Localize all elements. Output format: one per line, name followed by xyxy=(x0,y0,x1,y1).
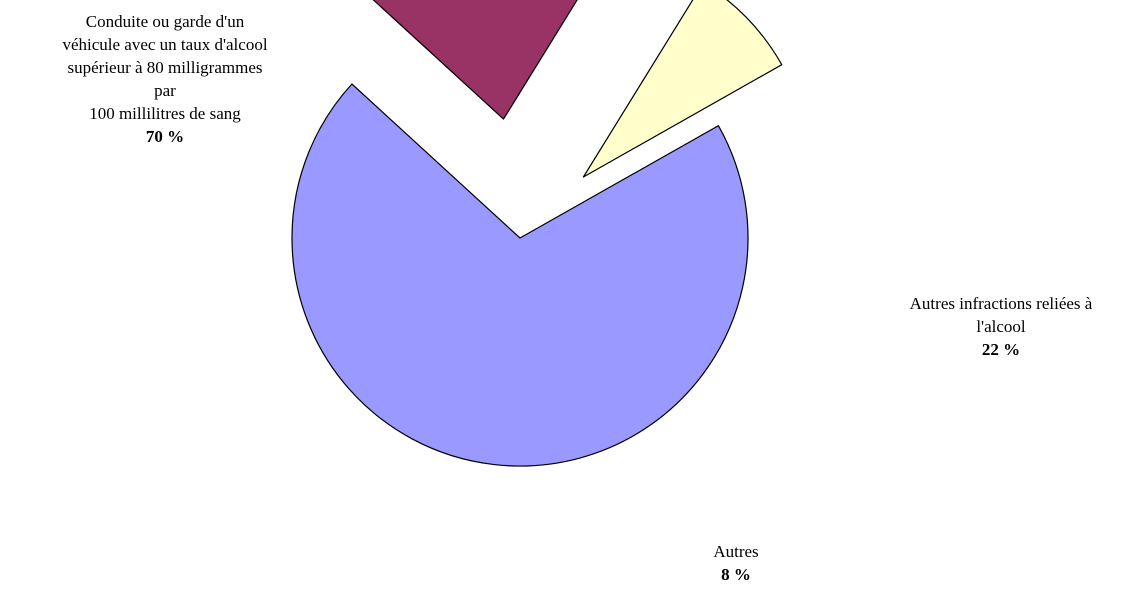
slice-label-autres-infractions: Autres infractions reliées à l'alcool 22… xyxy=(866,292,1136,361)
slice-label-line: Conduite ou garde d'un xyxy=(85,12,245,31)
slice-label-autres: Autres 8 % xyxy=(666,540,806,586)
slice-label-line: supérieur à 80 milligrammes xyxy=(67,58,263,77)
slice-label-line: 100 millilitres de sang xyxy=(89,104,241,123)
slice-percent-label: 22 % xyxy=(981,340,1021,359)
slice-label-conduite: Conduite ou garde d'un véhicule avec un … xyxy=(0,10,330,148)
slice-label-line: Autres infractions reliées à xyxy=(909,294,1093,313)
pie-slice-conduite xyxy=(291,83,749,467)
pie-slice-autres-infractions xyxy=(372,0,578,120)
slice-percent-label: 8 % xyxy=(721,565,751,584)
pie-slice-autres xyxy=(582,0,783,178)
slice-label-line: Autres xyxy=(713,542,759,561)
slice-label-line: l'alcool xyxy=(976,317,1026,336)
slice-label-line: par xyxy=(154,81,176,100)
slice-percent-label: 70 % xyxy=(145,127,185,146)
slice-label-line: véhicule avec un taux d'alcool xyxy=(62,35,268,54)
